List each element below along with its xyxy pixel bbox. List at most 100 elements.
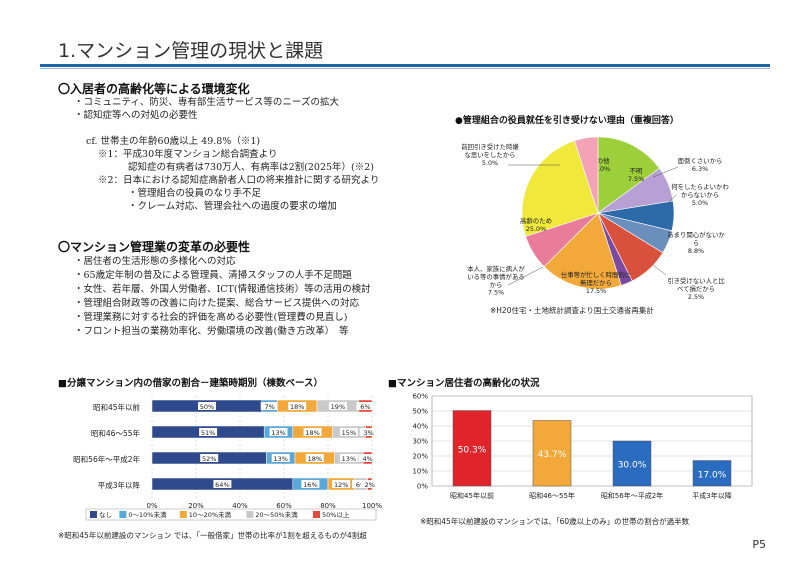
section1-line: ・認知症等への対処の必要性 [74, 110, 198, 121]
pie-slice-label: 面倒くさいから 6.3% [678, 156, 723, 173]
bar-label-bg [199, 428, 218, 436]
bar-label-bg [359, 428, 378, 436]
legend-box [85, 508, 377, 521]
pie-leader-line [652, 264, 667, 276]
legend-label: 20～50%未満 [255, 510, 298, 519]
section2-line: ・管理業務に対する社会的評価を高める必要性(管理費の見直し) [74, 312, 348, 323]
section1-line: ・管理組合の役員のなり手不足 [128, 188, 262, 199]
y-tick-label: 60% [412, 393, 428, 401]
bar-label-bg [200, 454, 219, 462]
legend-label: 10～20%未満 [189, 510, 232, 519]
page-number: P5 [752, 538, 766, 551]
column-value-label: 17.0% [698, 470, 727, 480]
bar-label: 19% [331, 403, 345, 411]
bar-label-bg [260, 402, 279, 410]
legend-label: 50%以上 [322, 510, 350, 519]
bar-label: 18% [290, 403, 304, 411]
section2-line: ・居住者の生活形態の多様化への対応 [74, 256, 236, 267]
category-label: 昭和45年以前 [450, 491, 494, 500]
section1-line: 認知症の有病者は730万人、有病率は2割(2025年）(※2) [128, 162, 375, 173]
bar-label: 7% [265, 403, 275, 411]
pie-chart: その他 15.0% 不明 7.5% 面倒くさいから 6.3% 何をしたらよいかわからないから… [461, 136, 729, 301]
y-tick-label: 50% [412, 408, 428, 416]
bar-label-bg [339, 428, 358, 436]
column-bar [532, 420, 572, 487]
bar-label: 64% [215, 481, 229, 489]
pie-slice [597, 136, 660, 214]
bar-label: 51% [201, 429, 215, 437]
bar-label-bg [301, 480, 320, 488]
pie-leader-line [667, 194, 677, 204]
page-title: 1.マンション管理の現状と課題 [58, 40, 324, 62]
bar-label-bg [358, 454, 377, 462]
category-label: 昭和56年～平成2年 [73, 454, 140, 464]
category-label: 平成3年以降 [692, 491, 731, 500]
bar-label: 4% [362, 455, 372, 463]
legend-swatch [90, 511, 97, 518]
column-bar [612, 440, 652, 487]
bar-label: 18% [308, 455, 322, 463]
section1-line: ※2：日本における認知症高齢者人口の将来推計に関する研究より [98, 175, 380, 186]
section2-line: ・女性、若年層、外国人労働者、ICT(情報通信技術）等の活用の検討 [74, 284, 371, 295]
bar-label-bg [269, 428, 288, 436]
pie-slice-label: その他 15.0% [590, 156, 610, 173]
title-rule-thin [40, 68, 770, 69]
section2-line: ・フロント担当の業務効率化、労働環境の改善(働き方改革） 等 [74, 326, 349, 337]
bar-label: 16% [303, 481, 317, 489]
legend-swatch [313, 511, 320, 518]
bar-label-bg [288, 402, 307, 410]
bar-label: 52% [202, 455, 216, 463]
bar-label: 18% [305, 429, 319, 437]
legend-swatch [179, 511, 187, 518]
bar-label-bg [303, 428, 322, 436]
section2-heading: 〇マンション管理業の変革の必要性 [58, 240, 251, 254]
bar1-title: ■分譲マンション内の借家の割合－建築時期別（棟数ベース） [58, 378, 324, 389]
x-tick-label: 40% [232, 502, 248, 510]
pie-leader-line [507, 266, 544, 286]
x-tick-label: 20% [188, 502, 204, 510]
legend-swatch [246, 511, 254, 518]
bar-label-bg [328, 402, 347, 410]
bar-label: 50% [200, 403, 214, 411]
pie-source-note: ※H20住宅・土地統計調査より国土交通省再集計 [490, 306, 654, 315]
pie-slice [521, 140, 599, 237]
section2-line: ・65歳定年制の普及による管理員、清掃スタッフの人手不足問題 [74, 270, 352, 281]
pie-chart-title: ●管理組合の役員就任を引き受けない理由（重複回答） [455, 116, 679, 126]
bar-label: 13% [273, 455, 287, 463]
section1-line: ※1：平成30年度マンション総合調査より [98, 149, 278, 160]
pie-slice-label: 不明 7.5% [628, 167, 644, 183]
bar-label: 3% [364, 429, 374, 437]
bar-label: 15% [342, 429, 356, 437]
category-label: 平成3年以降 [98, 480, 141, 490]
bar-label-bg [198, 402, 216, 410]
legend-swatch [119, 511, 127, 518]
column-bar [692, 460, 732, 487]
pie-slice-label: 高齢のため 25.0% [520, 216, 552, 233]
legend-label: 0～10%未満 [128, 510, 167, 519]
pie-leader-line [652, 166, 679, 178]
x-tick-label: 60% [276, 502, 292, 510]
y-tick-label: 30% [412, 438, 428, 446]
bar-label-bg [332, 480, 351, 488]
y-tick-label: 10% [412, 468, 428, 476]
section1-line: ・クレーム対応、管理会社への過度の要求の増加 [128, 201, 337, 212]
column-value-label: 30.0% [618, 461, 647, 471]
bar-label-bg [339, 454, 358, 462]
pie-slice-label: 何をしたらよいかわからないから 5.0% [671, 182, 729, 207]
bar-label: 6% [360, 403, 370, 411]
bar2-note: ※昭和45年以前建設のマンションでは、「60歳以上のみ」の世帯の割合が過半数 [420, 517, 690, 526]
column-chart: 0% 10% 20% 30% 40% 50% 60% 50.3% 昭和45年以前 43.7% 昭和4… [412, 393, 753, 500]
x-tick-label: 0% [146, 502, 157, 510]
bar-label-bg [360, 480, 379, 488]
category-label: 昭和46～55年 [529, 491, 575, 500]
category-label: 昭和56年～平成2年 [601, 491, 663, 500]
legend-label: なし [99, 511, 112, 519]
column-value-label: 43.7% [538, 450, 567, 460]
bar-label-bg [271, 454, 290, 462]
x-tick-label: 80% [320, 502, 336, 510]
pie-slice-label: あまり関心がないから 8.8% [667, 230, 725, 255]
pie-slice-label: 前回引き受けた時嫌な思いをしたから 5.0% [461, 142, 519, 167]
bar-label: 13% [342, 455, 356, 463]
y-tick-label: 0% [417, 483, 428, 491]
bar-label: 12% [334, 481, 348, 489]
